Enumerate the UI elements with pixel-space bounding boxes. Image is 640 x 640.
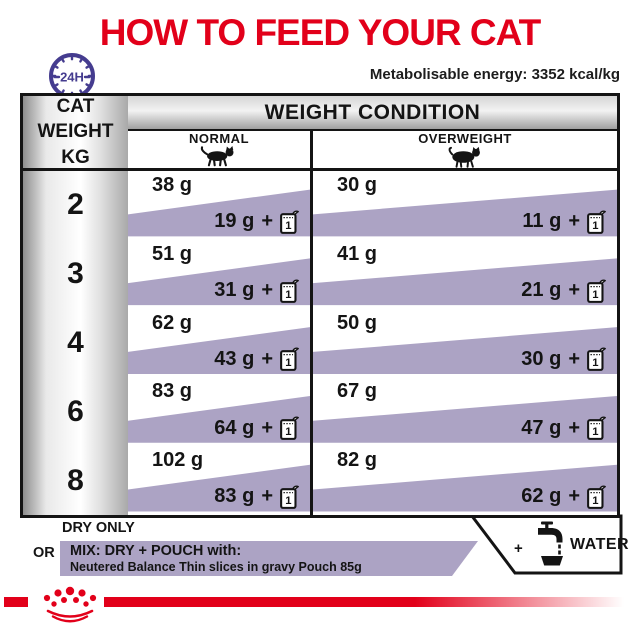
dry-amount: 62 g: [152, 311, 193, 334]
pouch-icon: [280, 347, 300, 372]
mix-grams: 31 g: [214, 279, 255, 302]
cat-weight-header: CAT WEIGHT KG: [37, 96, 114, 168]
overweight-cell: 82 g 62 g +: [313, 446, 617, 515]
pouch-icon: [587, 209, 607, 234]
mix-amount: 62 g +: [521, 484, 607, 510]
plus-sign: +: [261, 347, 273, 370]
overweight-cell: 67 g 47 g +: [313, 377, 617, 446]
table-row: 6 83 g 64 g + 67 g 47 g +: [23, 377, 617, 446]
page-title: HOW TO FEED YOUR CAT: [99, 12, 541, 53]
plus-sign: +: [568, 279, 580, 302]
plus-sign: +: [568, 416, 580, 439]
header-separator-line: [23, 168, 617, 171]
dry-amount: 30 g: [337, 174, 378, 196]
table-rows: 2 38 g 19 g + 30 g 11 g + 3 51 g: [23, 171, 617, 515]
overweight-cell: 50 g 30 g +: [313, 309, 617, 378]
legend-dry-only: DRY ONLY: [62, 520, 135, 536]
column-header-normal: NORMAL: [128, 131, 310, 168]
pouch-icon: [280, 416, 300, 441]
normal-cell: 38 g 19 g +: [128, 171, 310, 240]
legend-or: OR: [33, 545, 55, 561]
mix-amount: 31 g +: [214, 278, 300, 304]
mix-amount: 30 g +: [521, 346, 607, 372]
dry-amount: 41 g: [337, 242, 378, 265]
overweight-cell: 41 g 21 g +: [313, 240, 617, 309]
pouch-icon: [280, 278, 300, 303]
overweight-label: OVERWEIGHT: [418, 131, 512, 146]
mix-amount: 47 g +: [521, 415, 607, 441]
column-header-overweight: OVERWEIGHT: [313, 131, 617, 168]
mix-amount: 19 g +: [214, 209, 300, 235]
plus-sign: +: [261, 416, 273, 439]
mix-grams: 30 g: [521, 347, 562, 370]
mix-amount: 83 g +: [214, 484, 300, 510]
weight-condition-header: WEIGHT CONDITION: [128, 96, 617, 131]
plus-sign: +: [568, 485, 580, 508]
legend-mix-band: MIX: DRY + POUCH with: Neutered Balance …: [60, 541, 478, 576]
pouch-icon: [587, 347, 607, 372]
dry-amount: 83 g: [152, 380, 193, 403]
legend-mix-detail: Neutered Balance Thin slices in gravy Po…: [70, 560, 362, 574]
water-callout: + WATER: [458, 514, 629, 576]
overweight-cat-icon: [448, 146, 480, 168]
mix-grams: 62 g: [521, 485, 562, 508]
water-plus-sign: +: [514, 540, 523, 557]
mix-grams: 64 g: [214, 416, 255, 439]
normal-label: NORMAL: [188, 131, 250, 146]
brand-bar-left: [4, 597, 28, 607]
mix-grams: 83 g: [214, 485, 255, 508]
mix-grams: 21 g: [521, 279, 562, 302]
plus-sign: +: [261, 210, 273, 233]
legend-mix-title: MIX: DRY + POUCH with:: [70, 543, 242, 559]
pouch-icon: [280, 209, 300, 234]
overweight-cell: 30 g 11 g +: [313, 171, 617, 240]
plus-sign: +: [568, 347, 580, 370]
pouch-icon: [587, 278, 607, 303]
dry-amount: 50 g: [337, 311, 378, 334]
mix-amount: 21 g +: [521, 278, 607, 304]
cat-weight-value: 3: [67, 257, 84, 291]
table-row: 8 102 g 83 g + 82 g 62 g +: [23, 446, 617, 515]
water-label: WATER: [570, 536, 630, 553]
pouch-icon: [280, 485, 300, 509]
pouch-icon: [587, 416, 607, 441]
mix-grams: 43 g: [214, 347, 255, 370]
clock-label: 24H: [60, 70, 84, 85]
clock-24h-icon: 24H: [49, 53, 95, 99]
mix-amount: 64 g +: [214, 415, 300, 441]
dry-amount: 82 g: [337, 449, 378, 472]
normal-cell: 83 g 64 g +: [128, 377, 310, 446]
dry-amount: 67 g: [337, 380, 378, 403]
normal-cell: 102 g 83 g +: [128, 446, 310, 515]
cat-weight-value: 4: [67, 325, 84, 359]
mix-grams: 11 g: [522, 210, 562, 233]
normal-cell: 62 g 43 g +: [128, 309, 310, 378]
dry-amount: 51 g: [152, 242, 193, 265]
brand-bar-right: [104, 597, 640, 607]
royal-canin-crown-logo: [43, 586, 97, 623]
plus-sign: +: [568, 210, 580, 233]
dry-amount: 38 g: [152, 174, 193, 196]
weight-column-background: [23, 96, 128, 515]
table-row: 4 62 g 43 g + 50 g 30 g +: [23, 309, 617, 378]
cat-weight-value: 8: [67, 463, 84, 497]
plus-sign: +: [261, 279, 273, 302]
table-row: 2 38 g 19 g + 30 g 11 g +: [23, 171, 617, 240]
cat-weight-value: 2: [67, 188, 84, 222]
table-row: 3 51 g 31 g + 41 g 21 g +: [23, 240, 617, 309]
normal-cat-icon: [200, 146, 234, 167]
water-faucet-icon: [538, 521, 563, 566]
mix-grams: 47 g: [521, 416, 562, 439]
feeding-table: CAT WEIGHT KG WEIGHT CONDITION NORMAL OV…: [20, 93, 620, 518]
normal-cell: 51 g 31 g +: [128, 240, 310, 309]
mix-amount: 11 g +: [522, 209, 607, 235]
mix-grams: 19 g: [214, 210, 255, 233]
column-divider-line: [310, 129, 313, 515]
dry-amount: 102 g: [152, 449, 204, 472]
mix-amount: 43 g +: [214, 346, 300, 372]
plus-sign: +: [261, 485, 273, 508]
energy-note: Metabolisable energy: 3352 kcal/kg: [369, 66, 620, 83]
pouch-icon: [587, 485, 607, 509]
cat-weight-value: 6: [67, 394, 84, 428]
